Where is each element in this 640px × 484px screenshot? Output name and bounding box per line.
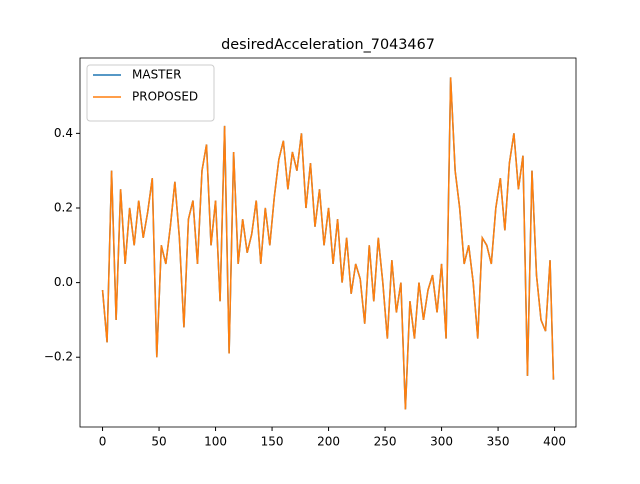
x-tick-label: 350 (487, 435, 510, 449)
x-tick-label: 150 (261, 435, 284, 449)
x-tick-label: 300 (430, 435, 453, 449)
x-tick-label: 0 (99, 435, 107, 449)
y-tick-label: 0.4 (54, 126, 73, 140)
line-series (101, 77, 555, 410)
legend-box (86, 64, 215, 122)
chart-title: desiredAcceleration_7043467 (221, 37, 435, 53)
plot-frame (79, 57, 577, 428)
y-tick-label: 0.0 (54, 275, 73, 289)
legend-label: MASTER (132, 68, 181, 82)
x-tick-label: 400 (543, 435, 566, 449)
x-tick-label: 200 (317, 435, 340, 449)
x-tick-label: 50 (151, 435, 166, 449)
y-tick-label: 0.2 (54, 200, 73, 214)
legend-label: PROPOSED (132, 90, 198, 104)
x-tick-label: 250 (374, 435, 397, 449)
y-tick-label: −0.2 (44, 350, 73, 364)
x-tick-label: 100 (204, 435, 227, 449)
